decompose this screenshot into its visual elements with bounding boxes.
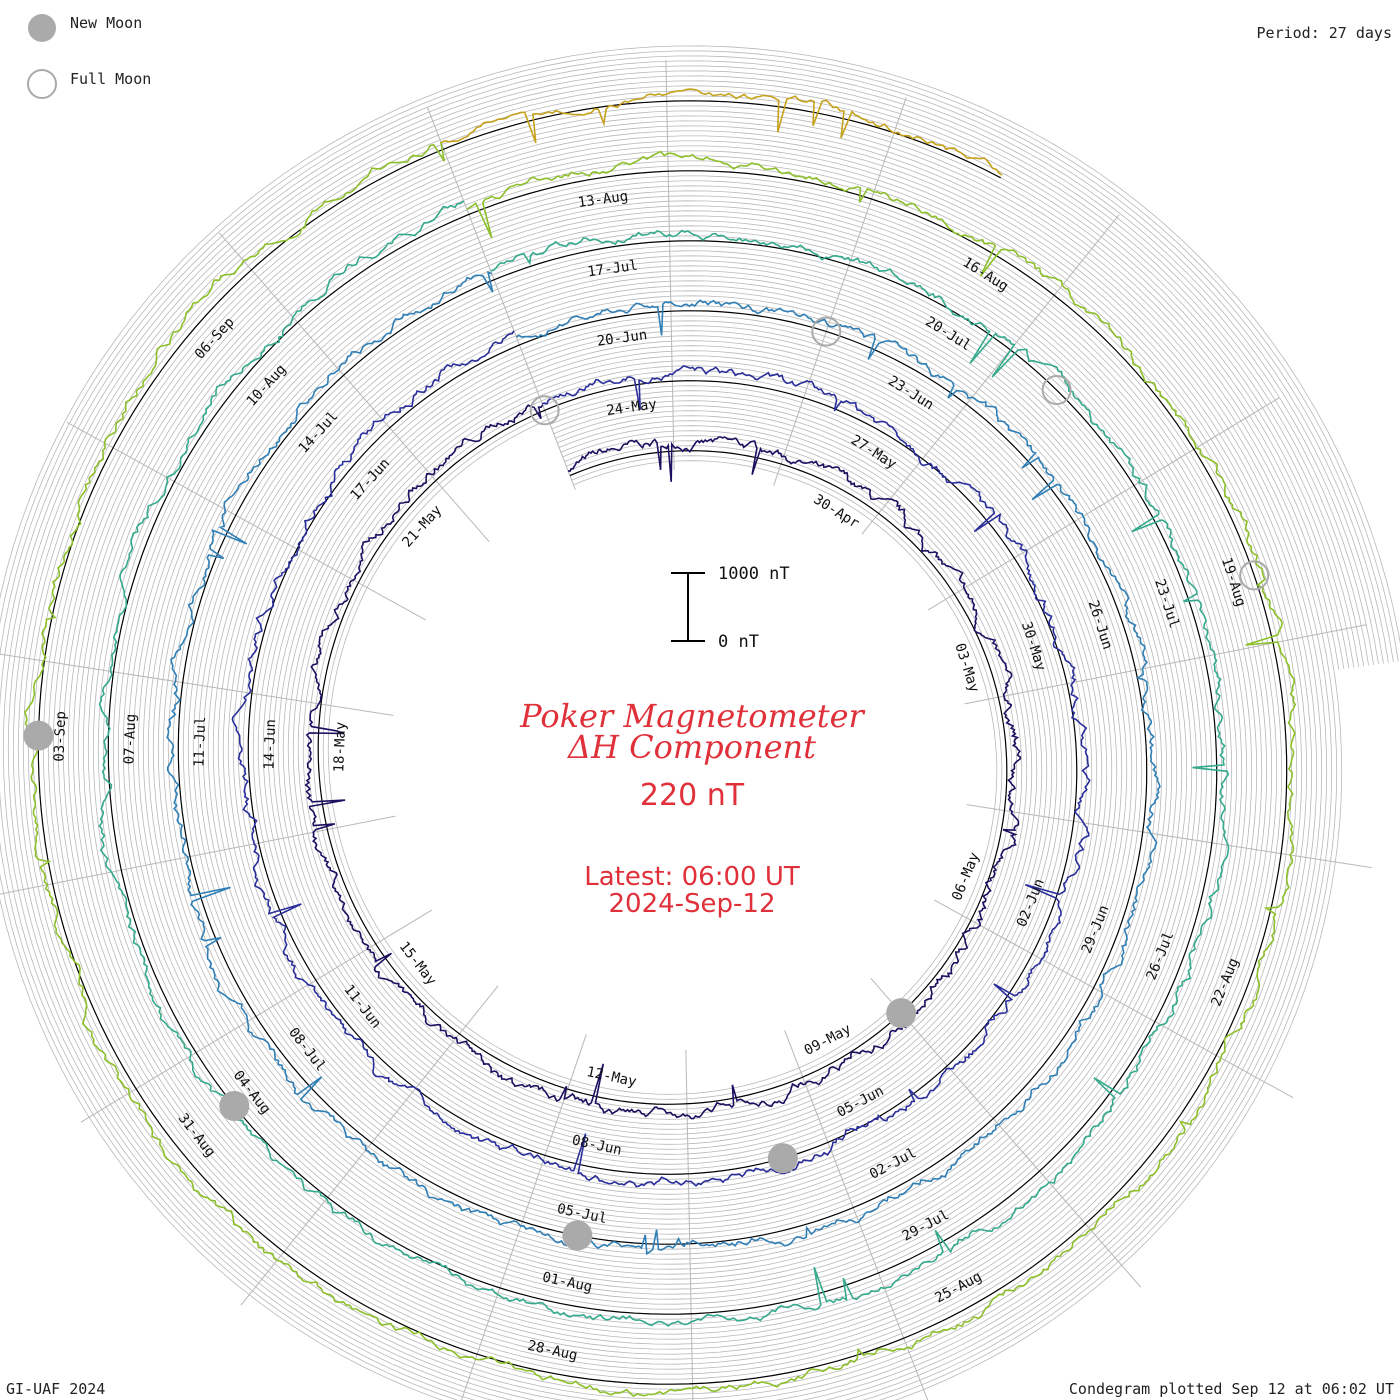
- date-label: 13-Aug: [577, 188, 629, 211]
- radial-divider: [773, 97, 907, 486]
- grid-ring: [22, 85, 1365, 1400]
- footer-credit: GI-UAF 2024: [6, 1380, 105, 1398]
- full-moon-marker: [1041, 375, 1072, 406]
- latest-time: Latest: 06:00 UT: [584, 862, 800, 892]
- radial-divider: [870, 978, 1142, 1288]
- date-label: 26-Jul: [1144, 929, 1178, 982]
- series-line-2024-04-26: [304, 404, 1022, 1120]
- date-label: 30-May: [1018, 620, 1049, 673]
- radial-divider: [0, 815, 396, 895]
- series-line-2024-07-16: [98, 200, 1230, 1327]
- date-label: 22-Aug: [1208, 956, 1242, 1009]
- grid-ring: [12, 75, 1374, 1400]
- series-line-2024-05-23: [231, 330, 1091, 1188]
- radial-divider: [933, 899, 1294, 1099]
- radial-divider: [966, 804, 1372, 869]
- scale-bar: 1000 nT 0 nT: [671, 564, 790, 652]
- date-label: 24-May: [605, 396, 657, 419]
- radial-divider: [927, 397, 1280, 611]
- date-label: 29-Jun: [1079, 903, 1113, 956]
- grid-ring: [7, 70, 1379, 1400]
- full-moon-marker: [529, 395, 560, 426]
- date-label: 19-Aug: [1218, 556, 1249, 609]
- date-label: 11-Jul: [191, 716, 209, 767]
- date-label: 09-May: [802, 1021, 854, 1059]
- new-moon-marker: [219, 1090, 250, 1121]
- chart-title-line1: Poker Magnetometer: [519, 697, 865, 735]
- radial-divider: [66, 421, 427, 621]
- date-label: 18-May: [331, 722, 349, 773]
- date-label: 12-May: [585, 1064, 638, 1090]
- date-label: 03-Sep: [51, 711, 69, 762]
- date-label: 26-Jun: [1085, 598, 1116, 651]
- radial-divider: [685, 1049, 694, 1400]
- data-series: [23, 88, 1297, 1398]
- new-moon-label: New Moon: [70, 14, 142, 32]
- grid-ring: [0, 55, 1394, 1400]
- grid-ring: [17, 80, 1369, 1400]
- new-moon-marker: [886, 998, 917, 1029]
- new-moon-marker: [562, 1220, 593, 1251]
- latest-date: 2024-Sep-12: [608, 889, 775, 919]
- date-label: 02-Jun: [1014, 877, 1048, 930]
- period-label: Period: 27 days: [1257, 24, 1392, 42]
- moon-markers: [23, 316, 1270, 1251]
- current-value: 220 nT: [640, 778, 745, 813]
- date-label: 02-Jul: [867, 1145, 919, 1183]
- radial-divider: [0, 653, 394, 716]
- radial-divider: [861, 214, 1120, 535]
- full-moon-label: Full Moon: [70, 70, 151, 88]
- date-label: 06-May: [949, 850, 983, 903]
- radial-divider: [665, 60, 675, 471]
- date-label: 23-Jul: [1151, 577, 1182, 630]
- new-moon-marker: [767, 1143, 798, 1174]
- date-label: 17-Jul: [586, 258, 638, 281]
- series-line-2024-09-08: [440, 88, 1003, 176]
- legend: New Moon Full Moon: [27, 14, 151, 99]
- radial-divider: [426, 106, 576, 490]
- grid-ring: [0, 50, 1399, 1400]
- baseline-spiral: [37, 100, 1288, 1385]
- footer-plotted: Condegram plotted Sep 12 at 06:02 UT: [1069, 1380, 1394, 1398]
- date-label: 20-Jun: [596, 327, 648, 350]
- date-label: 28-Aug: [526, 1338, 579, 1364]
- center-title: Poker Magnetometer ΔH Component 220 nT L…: [519, 697, 865, 919]
- scale-bar-bottom-label: 0 nT: [718, 632, 759, 652]
- radial-divider: [218, 232, 490, 542]
- full-moon-marker: [1239, 560, 1270, 591]
- series-line-2024-06-19: [166, 271, 1161, 1256]
- chart-title-line2: ΔH Component: [566, 728, 816, 766]
- date-label: 01-Aug: [541, 1269, 594, 1295]
- full-moon-marker: [811, 316, 842, 347]
- radial-dividers: [0, 60, 1372, 1400]
- full-moon-icon: [27, 69, 57, 99]
- new-moon-marker: [23, 720, 54, 751]
- new-moon-icon: [28, 14, 56, 42]
- scale-bar-top-label: 1000 nT: [718, 564, 790, 584]
- date-labels: 30-Apr03-May06-May09-May12-May15-May18-M…: [51, 188, 1248, 1364]
- grid-ring: [2, 65, 1384, 1400]
- series-line-2024-08-12: [23, 141, 1297, 1398]
- radial-divider: [964, 624, 1367, 705]
- baseline-spiral-path: [37, 100, 1288, 1385]
- grid-ring: [0, 45, 1400, 1400]
- grid-ring: [47, 110, 1340, 1375]
- date-label: 07-Aug: [121, 714, 139, 765]
- date-label: 14-Jun: [261, 719, 279, 770]
- grid-ring: [42, 105, 1345, 1380]
- grid-ring: [0, 60, 1389, 1400]
